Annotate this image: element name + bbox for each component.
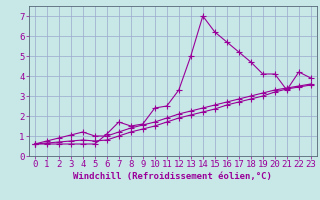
X-axis label: Windchill (Refroidissement éolien,°C): Windchill (Refroidissement éolien,°C) [73, 172, 272, 181]
